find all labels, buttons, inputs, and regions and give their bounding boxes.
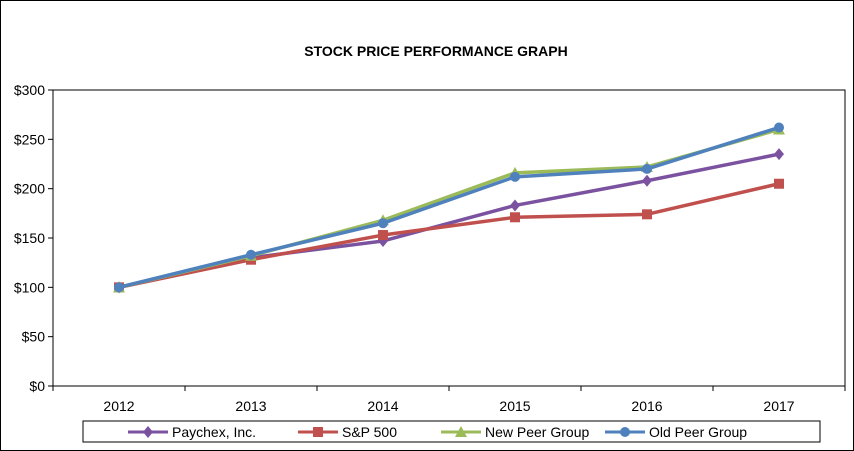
x-tick-label: 2012 [103,398,134,414]
y-tick-label: $250 [14,131,45,147]
series-line [118,125,780,290]
data-point [114,282,124,293]
series-0 [114,148,784,294]
x-tick-label: 2015 [499,398,530,414]
legend-swatch-marker [313,427,323,437]
legend-item: Old Peer Group [605,424,747,440]
data-point [642,174,652,187]
chart-title: STOCK PRICE PERFORMANCE GRAPH [304,43,567,59]
y-tick-label: $50 [22,329,46,345]
legend-item: New Peer Group [441,424,589,440]
legend-label: S&P 500 [342,424,397,440]
legend-item: S&P 500 [298,424,397,440]
data-point [774,148,784,161]
data-point [510,199,520,212]
data-point [774,178,784,189]
data-point [510,171,520,182]
y-tick-label: $100 [14,279,45,295]
series-line [118,182,780,290]
series-3 [114,122,784,293]
legend-item: Paychex, Inc. [128,424,256,440]
legend-swatch-marker [143,426,153,438]
legend-swatch-marker [455,426,467,437]
x-tick-label: 2014 [367,398,398,414]
data-point [510,212,520,223]
x-tick-label: 2016 [631,398,662,414]
legend-label: Old Peer Group [649,424,747,440]
data-point [378,218,388,229]
x-tick-label: 2013 [235,398,266,414]
legend-label: New Peer Group [485,424,589,440]
y-tick-label: $150 [14,230,45,246]
data-point [642,209,652,220]
y-axis: $0 $50 $100 $150 $200 $250 $300 [14,82,53,394]
legend: Paychex, Inc. S&P 500 New Peer Group Old Pe… [82,420,821,443]
plot-area [52,89,846,387]
data-point [642,163,652,174]
legend-label: Paychex, Inc. [172,424,256,440]
series-layer [113,122,785,294]
legend-swatch-marker [620,427,630,437]
x-tick-label: 2017 [763,398,794,414]
data-point [246,249,256,260]
data-point [378,230,388,241]
y-tick-label: $300 [14,82,45,98]
x-axis: 2012 2013 2014 2015 2016 2017 [52,386,846,414]
y-tick-label: $200 [14,181,45,197]
data-point [774,122,784,133]
y-tick-label: $0 [29,378,45,394]
